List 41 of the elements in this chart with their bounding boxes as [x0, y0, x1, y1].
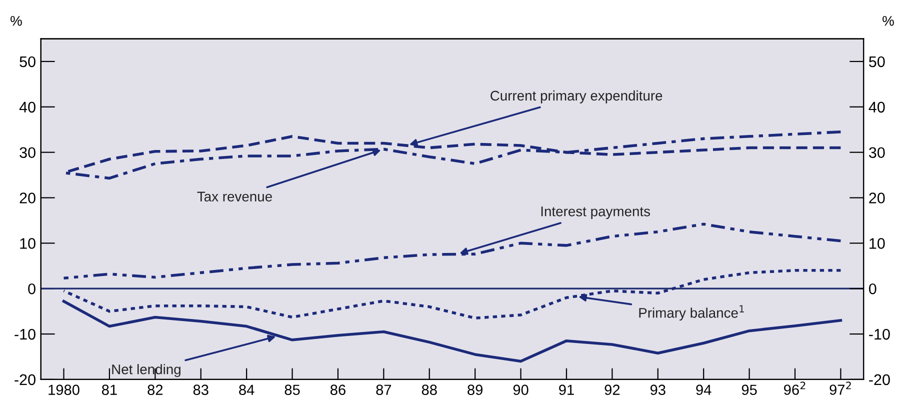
- y-tick-label: 40: [19, 102, 36, 113]
- x-tick-label: 92: [604, 384, 620, 396]
- x-tick-label: 84: [239, 384, 254, 396]
- x-tick-label: 83: [193, 384, 208, 396]
- y-tick-label: 30: [20, 147, 36, 158]
- x-tick-label: 90: [513, 384, 528, 396]
- text: Net lending: [112, 364, 180, 378]
- x-tick-label: 95: [742, 384, 757, 396]
- y-tick-label: -10: [14, 328, 36, 340]
- y2-tick-label: 30: [868, 147, 885, 158]
- y2-tick-label: 10: [870, 238, 885, 249]
- x-tick-label: 82: [148, 384, 163, 396]
- x-tick-label: 86: [330, 384, 346, 396]
- y-axis-title: %: [10, 16, 22, 26]
- x-tick-label: 94: [696, 384, 712, 396]
- y2-tick-label: 40: [868, 102, 885, 113]
- x-tick-label: 89: [468, 384, 482, 396]
- y-tick-label: 0: [28, 283, 36, 294]
- x-tick-label: 96$^{2}$: [784, 382, 806, 395]
- y-tick-label: -20: [14, 374, 36, 386]
- x-tick-label: 87: [376, 384, 392, 396]
- y2-axis-title: %: [882, 16, 894, 26]
- x-tick-label: 97$^{2}$: [830, 382, 851, 395]
- series-label: Primary balance$^{1}$: [639, 305, 744, 321]
- x-tick-label: 88: [422, 384, 437, 396]
- y-tick-label: 20: [20, 192, 36, 204]
- x-tick-label: 91: [559, 384, 574, 396]
- x-tick-label: 81: [102, 384, 117, 396]
- y2-tick-label: -10: [869, 328, 890, 340]
- y2-tick-label: 0: [869, 283, 876, 294]
- x-tick-label: 1980: [48, 384, 80, 396]
- y2-tick-label: 50: [869, 56, 885, 68]
- text: Current primary expenditure: [490, 90, 662, 104]
- x-tick-label: 93: [650, 384, 666, 396]
- x-tick-label: 85: [284, 384, 300, 396]
- y2-tick-label: 20: [869, 192, 885, 204]
- y2-tick-label: -20: [869, 374, 890, 386]
- text: Tax revenue: [197, 192, 272, 202]
- y-tick-label: 50: [20, 56, 36, 68]
- series-label: Interest payments: [541, 206, 650, 220]
- y-tick-label: 10: [20, 238, 36, 249]
